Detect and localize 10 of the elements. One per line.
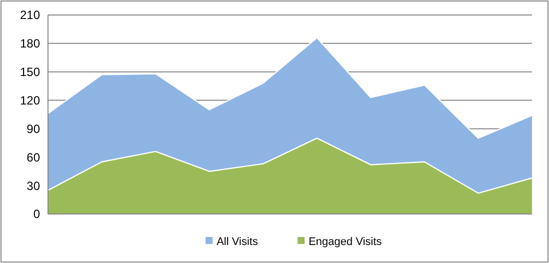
y-tick-label: 210	[20, 8, 40, 22]
y-tick-label: 60	[26, 150, 40, 164]
y-tick-label: 30	[26, 178, 40, 193]
y-tick-label: 90	[26, 122, 40, 136]
y-tick-label: 0	[33, 207, 40, 222]
y-tick-label: 120	[20, 93, 40, 108]
legend-label: Engaged Visits	[308, 236, 382, 248]
legend-label: All Visits	[216, 236, 258, 248]
y-tick-label: 150	[20, 65, 40, 80]
y-tick-label: 180	[20, 36, 40, 51]
